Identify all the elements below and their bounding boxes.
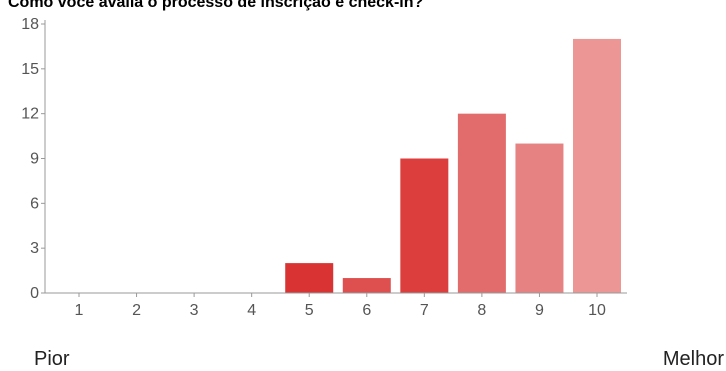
y-tick-label-3: 3 — [30, 240, 39, 257]
bar-8 — [457, 113, 506, 294]
y-tick-label-12: 12 — [21, 106, 39, 123]
bar-7 — [400, 158, 449, 293]
x-tick-label-7: 7 — [420, 302, 429, 319]
x-tick-label-6: 6 — [362, 302, 371, 319]
y-tick-label-18: 18 — [21, 16, 39, 33]
y-tick-label-15: 15 — [21, 61, 39, 78]
x-tick-label-10: 10 — [588, 302, 606, 319]
bar-9 — [515, 143, 564, 293]
x-tick-label-5: 5 — [305, 302, 314, 319]
y-tick-label-6: 6 — [30, 195, 39, 212]
scale-low-label: Pior — [34, 348, 70, 370]
x-tick-label-9: 9 — [535, 302, 544, 319]
y-tick-label-9: 9 — [30, 151, 39, 168]
x-tick-label-1: 1 — [75, 302, 84, 319]
x-tick-label-2: 2 — [132, 302, 141, 319]
x-tick-label-4: 4 — [247, 302, 256, 319]
x-tick-label-8: 8 — [477, 302, 486, 319]
chart-title: Como você avalia o processo de inscrição… — [8, 0, 424, 11]
y-tick-label-0: 0 — [30, 285, 39, 302]
bar-10 — [573, 38, 621, 293]
bar-6 — [342, 278, 391, 293]
bar-5 — [285, 263, 334, 293]
scale-high-label: Melhor — [662, 348, 724, 370]
x-tick-label-3: 3 — [190, 302, 199, 319]
